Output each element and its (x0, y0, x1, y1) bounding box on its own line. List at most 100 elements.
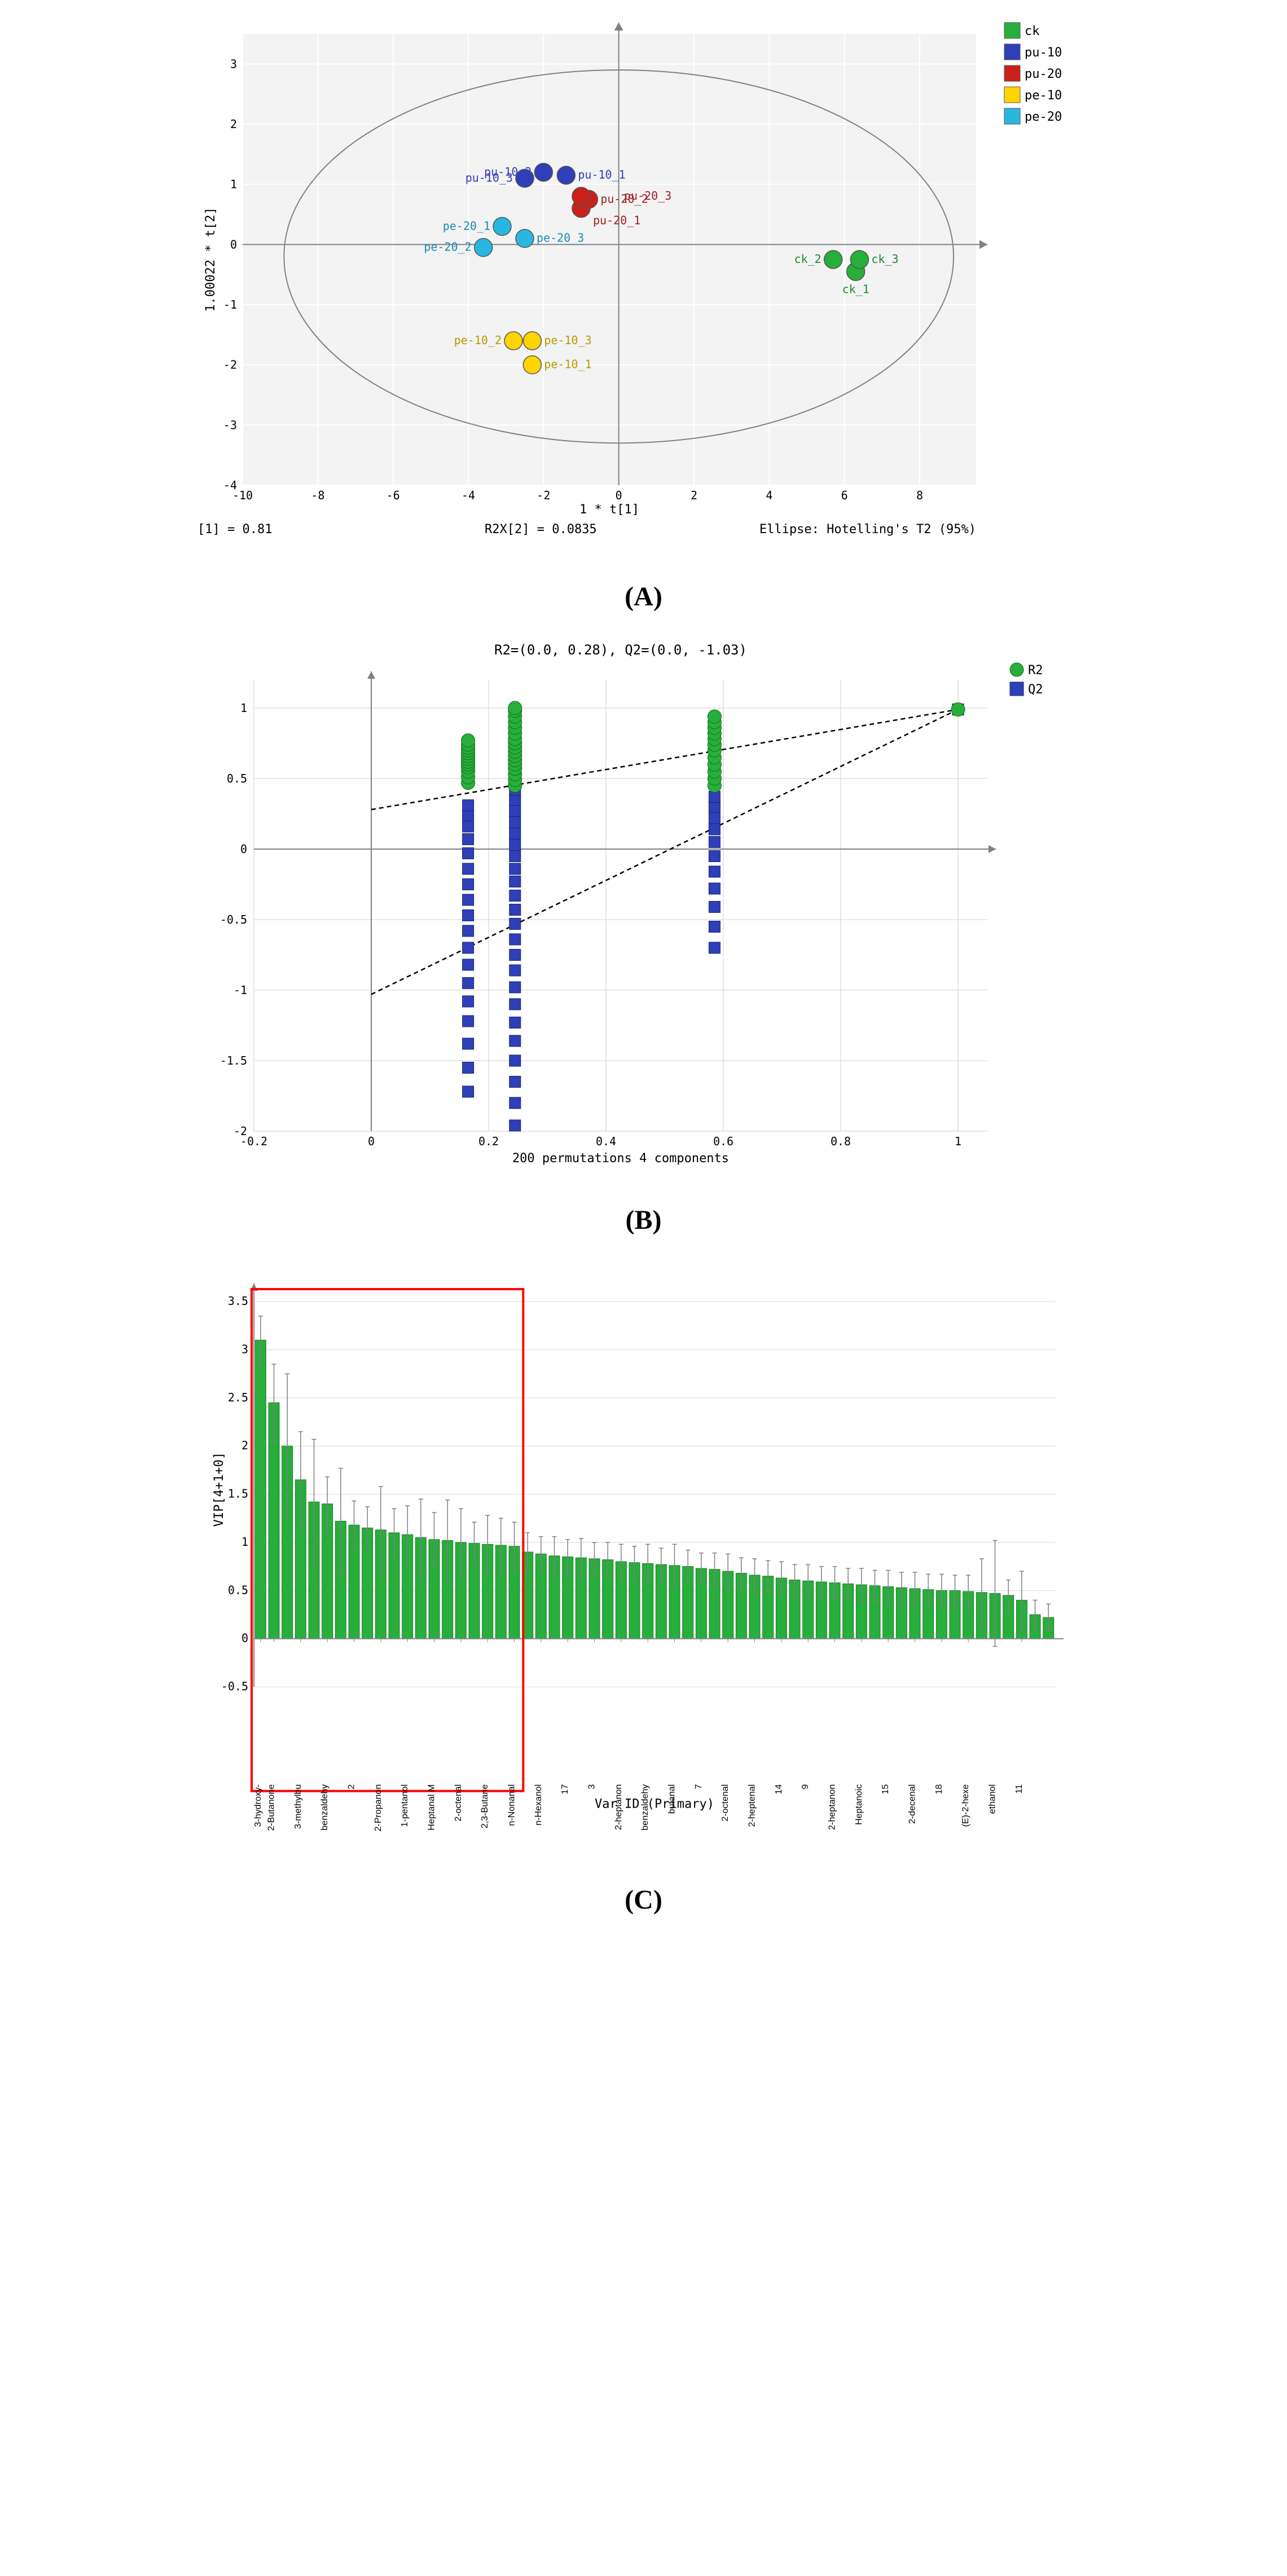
svg-text:VIP[4+1+0]: VIP[4+1+0] (212, 1452, 226, 1527)
point-label: ck_2 (794, 252, 821, 266)
point-label: ck_1 (842, 282, 869, 296)
q2-marker (709, 921, 720, 933)
q2-marker (509, 1017, 521, 1028)
svg-text:-0.5: -0.5 (220, 913, 247, 926)
q2-marker (709, 883, 720, 894)
r2-marker (462, 734, 475, 748)
q2-marker (463, 894, 474, 905)
q2-marker (509, 1035, 521, 1047)
svg-text:[1] = 0.81: [1] = 0.81 (197, 522, 272, 537)
point-label: pu-20_3 (624, 189, 671, 203)
svg-text:0: 0 (240, 842, 247, 856)
bar-label: 3 (587, 1784, 597, 1790)
svg-text:R2X[2] = 0.0835: R2X[2] = 0.0835 (485, 522, 597, 537)
bar-label: 2-Propanon (374, 1784, 383, 1832)
svg-text:0: 0 (241, 1632, 248, 1645)
panel-a: -10-8-6-4-202468-4-3-2-101231 * t[1]1.00… (197, 11, 1090, 612)
bar-label: 14 (774, 1784, 784, 1795)
svg-text:-1.5: -1.5 (220, 1054, 247, 1067)
q2-marker (509, 1097, 521, 1109)
data-point (824, 250, 842, 269)
svg-text:-3: -3 (223, 418, 237, 432)
data-point (516, 230, 534, 248)
bar-label: 2-decenal (908, 1784, 917, 1824)
legend-swatch (1004, 87, 1020, 103)
panel-a-label: (A) (197, 581, 1090, 612)
q2-marker (463, 959, 474, 970)
q2-marker (463, 996, 474, 1007)
q2-marker (463, 821, 474, 832)
point-label: pu-10_3 (465, 171, 513, 184)
q2-marker (709, 812, 720, 824)
q2-marker (509, 851, 521, 862)
legend-label: ck (1025, 24, 1040, 38)
panel-b-label: (B) (197, 1205, 1090, 1236)
q2-marker (709, 942, 720, 953)
q2-marker (709, 837, 720, 848)
q2-marker (509, 1055, 521, 1066)
r2-marker (708, 710, 721, 723)
q2-marker (709, 902, 720, 913)
legend-swatch (1004, 65, 1020, 81)
svg-text:0: 0 (368, 1135, 375, 1148)
bar-label: Heptanoic (854, 1784, 864, 1825)
q2-marker (463, 1062, 474, 1074)
q2-marker (463, 1086, 474, 1097)
q2-marker (509, 828, 521, 839)
svg-text:R2=(0.0, 0.28), Q2=(0.0, -1.03: R2=(0.0, 0.28), Q2=(0.0, -1.03) (494, 642, 747, 658)
q2-marker (463, 910, 474, 921)
svg-text:-1: -1 (223, 298, 237, 311)
svg-text:8: 8 (916, 489, 923, 502)
svg-text:3: 3 (241, 1342, 248, 1356)
legend-swatch (1004, 23, 1020, 38)
point-label: pu-20_1 (593, 213, 640, 227)
svg-text:2.5: 2.5 (228, 1391, 248, 1404)
q2-marker (509, 904, 521, 916)
q2-marker (463, 978, 474, 989)
svg-text:-8: -8 (311, 489, 324, 502)
bar-label: 2-octenal (454, 1784, 463, 1822)
q2-marker (463, 863, 474, 874)
svg-text:0.6: 0.6 (713, 1135, 733, 1148)
bar-label: 2-heptenal (748, 1784, 757, 1827)
svg-text:-2: -2 (223, 358, 237, 372)
q2-marker (463, 925, 474, 937)
q2-marker (509, 949, 521, 961)
q2-marker (509, 1120, 521, 1131)
svg-text:200 permutations 4 components: 200 permutations 4 components (512, 1151, 729, 1166)
bar-label: 2,3-Butane (480, 1784, 490, 1828)
svg-text:-0.5: -0.5 (221, 1680, 248, 1693)
bar-label: 18 (934, 1784, 944, 1795)
svg-text:-6: -6 (386, 489, 400, 502)
q2-marker (463, 1038, 474, 1049)
q2-marker (509, 1076, 521, 1088)
svg-text:1: 1 (230, 178, 237, 191)
q2-marker (709, 851, 720, 862)
q2-marker (509, 982, 521, 993)
svg-text:-2: -2 (537, 489, 550, 502)
legend-label: pu-20 (1025, 67, 1062, 81)
legend-swatch (1004, 44, 1020, 60)
scatter-chart-a: -10-8-6-4-202468-4-3-2-101231 * t[1]1.00… (197, 11, 1090, 575)
svg-text:1: 1 (955, 1135, 961, 1148)
svg-text:1: 1 (241, 1535, 248, 1549)
permutation-chart-b: R2=(0.0, 0.28), Q2=(0.0, -1.03)-0.200.20… (197, 635, 1090, 1199)
point-label: pe-20_1 (443, 219, 490, 232)
q2-marker (463, 942, 474, 953)
svg-text:Var ID (Primary): Var ID (Primary) (595, 1797, 714, 1812)
point-label: pe-10_3 (544, 333, 591, 347)
data-point (850, 250, 868, 269)
r2-marker (508, 701, 522, 715)
q2-marker (509, 934, 521, 945)
bar-label: 9 (801, 1784, 810, 1790)
bar-label: n-Nonanal (507, 1784, 517, 1826)
svg-text:-4: -4 (462, 489, 475, 502)
bar-label: 15 (881, 1784, 890, 1795)
svg-text:1 * t[1]: 1 * t[1] (579, 503, 639, 517)
q2-marker (709, 792, 720, 803)
q2-marker (509, 965, 521, 976)
bar-label: 3-hydroxy- (253, 1784, 263, 1827)
svg-text:2: 2 (230, 117, 237, 131)
q2-marker (509, 876, 521, 887)
svg-text:0.4: 0.4 (596, 1135, 616, 1148)
